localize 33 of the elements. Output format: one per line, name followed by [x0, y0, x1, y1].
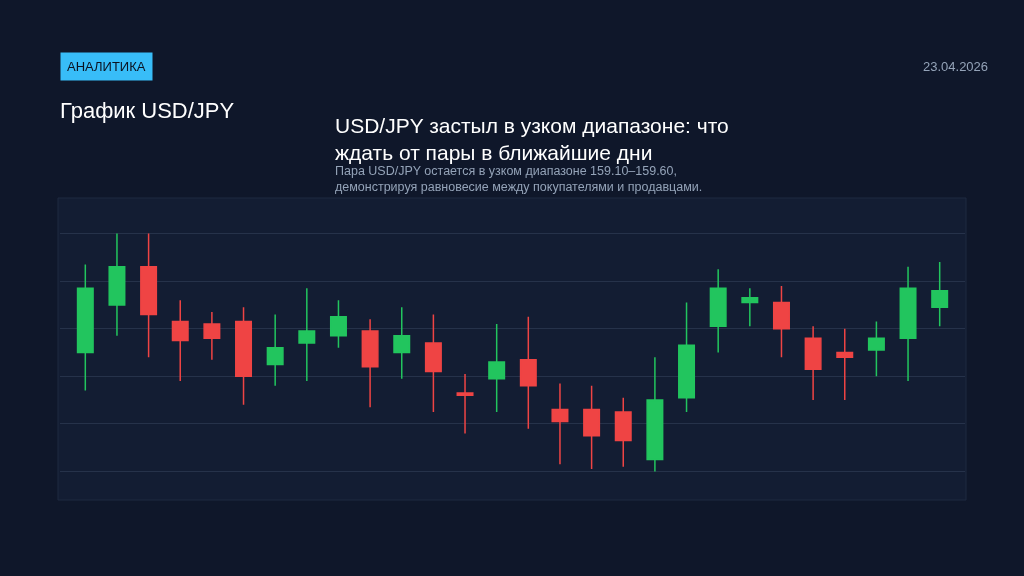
candlestick — [361, 318, 379, 408]
text: 23.04.2026 — [923, 59, 989, 74]
candlestick — [614, 396, 632, 468]
candlestick — [804, 325, 822, 401]
candlestick — [772, 285, 790, 359]
candlestick — [171, 299, 189, 382]
candlestick — [424, 313, 442, 413]
candlestick — [266, 313, 284, 387]
candlestick — [203, 311, 221, 361]
text: АНАЛИТИКА — [67, 59, 146, 74]
text: График USD/JPY — [60, 98, 235, 123]
candlestick — [867, 320, 885, 378]
candlestick — [678, 301, 696, 413]
candlestick — [76, 263, 94, 392]
candlestick — [140, 232, 158, 359]
candlestick — [235, 306, 253, 406]
candlestick — [899, 266, 917, 382]
candlestick — [583, 385, 601, 470]
candlestick — [108, 232, 126, 337]
candlestick — [329, 299, 347, 349]
candlestick — [519, 316, 537, 430]
candlestick — [931, 261, 949, 328]
candlestick — [836, 327, 854, 401]
candlestick — [488, 323, 506, 413]
chart-title: USD/JPY застыл в узком диапазоне: что ждать от пары в ближайшие дни — [335, 114, 729, 165]
candlestick — [741, 287, 759, 328]
candlestick — [646, 356, 664, 473]
candlestick — [551, 382, 569, 466]
candlestick — [298, 287, 316, 382]
chart-subtitle: Пара USD/JPY остается в узком диапазоне 159.10–159.60, демонстрируя равновесие между покупателями и продавцами. — [335, 164, 703, 195]
candlestick — [456, 373, 474, 435]
candlestick — [709, 268, 727, 354]
candlestick — [393, 306, 411, 380]
